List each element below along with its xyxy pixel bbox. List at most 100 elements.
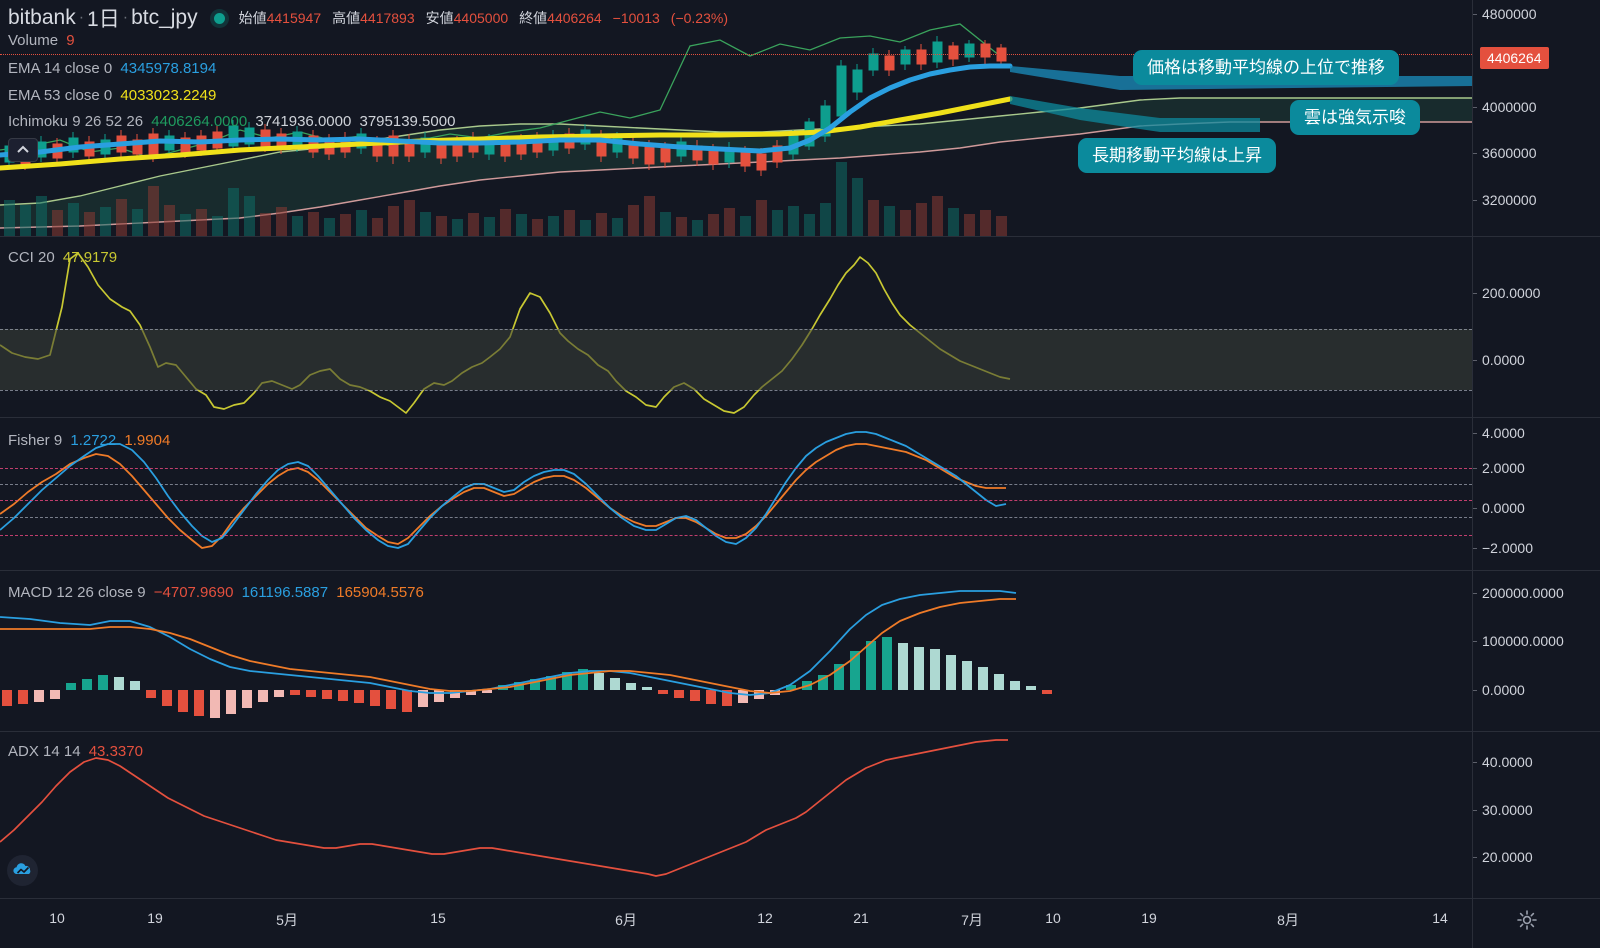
time-tick-5: 12 (757, 910, 773, 926)
fisher-plot[interactable] (0, 418, 1472, 570)
interval-label[interactable]: 1日 (87, 8, 120, 31)
annotation-cloud-bullish[interactable]: 雲は強気示唆 (1290, 100, 1420, 135)
high-value: 4417893 (360, 10, 415, 26)
cci-tick-0: 200.0000 (1482, 285, 1541, 301)
time-axis-separator (0, 898, 1600, 899)
exchange-name[interactable]: bitbank (8, 6, 76, 29)
time-axis[interactable]: 10 19 5月 15 6月 12 21 7月 10 19 8月 14 (0, 898, 1600, 948)
macd-chart-svg (0, 590, 1052, 718)
price-axis-divider (1472, 0, 1473, 898)
time-tick-8: 10 (1045, 910, 1061, 926)
symbol-header[interactable]: bitbank · 1日 · btc_jpy 始値4415947 高値4417893 安値44… (8, 3, 739, 33)
fisher-legend[interactable]: Fisher 9 1.2722 1.9904 (8, 433, 170, 449)
volume-legend-value: 9 (66, 32, 75, 49)
macd-tick-0: 200000.0000 (1482, 585, 1564, 601)
current-price-line (0, 54, 1472, 55)
macd-value-1: −4707.9690 (153, 584, 234, 601)
macd-value-3: 165904.5576 (336, 584, 424, 601)
adx-plot[interactable] (0, 732, 1472, 898)
chevron-up-icon (17, 145, 29, 153)
close-label: 終値 (519, 10, 548, 26)
price-change-pct: (−0.23%) (670, 10, 728, 26)
separator-cci[interactable] (0, 236, 1600, 237)
ema53-legend[interactable]: EMA 53 close 0 4033023.2249 (8, 88, 216, 104)
fisher-axis[interactable]: 4.0000 2.0000 0.0000 −2.0000 (1472, 418, 1600, 570)
symbol-name[interactable]: btc_jpy (131, 6, 198, 29)
adx-tick-0: 40.0000 (1482, 754, 1533, 770)
macd-axis[interactable]: 200000.0000 100000.0000 0.0000 (1472, 571, 1600, 731)
adx-chart-svg (0, 739, 1008, 877)
separator-adx[interactable] (0, 731, 1600, 732)
separator-macd[interactable] (0, 570, 1600, 571)
ichimoku-legend[interactable]: Ichimoku 9 26 52 26 4406264.0000 3741936… (8, 114, 455, 130)
annotation-price-above-ma[interactable]: 価格は移動平均線の上位で推移 (1133, 50, 1399, 85)
adx-axis[interactable]: 40.0000 30.0000 20.0000 (1472, 732, 1600, 898)
adx-tick-1: 30.0000 (1482, 802, 1533, 818)
macd-histogram (2, 637, 1052, 718)
adx-tick-2: 20.0000 (1482, 849, 1533, 865)
fisher-level-upper-pink (0, 468, 1472, 469)
open-value: 4415947 (266, 10, 322, 26)
ichimoku-legend-title: Ichimoku 9 26 52 26 (8, 113, 144, 130)
macd-panel[interactable]: 200000.0000 100000.0000 0.0000 (0, 571, 1600, 731)
cci-lower-level (0, 390, 1472, 391)
ema14-legend[interactable]: EMA 14 close 0 4345978.8194 (8, 61, 216, 77)
adx-legend-title: ADX 14 14 (8, 743, 81, 760)
annotation-long-ma-rising[interactable]: 長期移動平均線は上昇 (1078, 138, 1276, 173)
fisher-value-1: 1.2722 (70, 432, 117, 449)
price-tick-2: 3600000 (1482, 145, 1537, 161)
separator-fisher[interactable] (0, 417, 1600, 418)
time-tick-1: 19 (147, 910, 163, 926)
ohlc-values: 始値4415947 高値4417893 安値4405000 終値4406264 −100… (239, 10, 739, 26)
price-tick-0: 4800000 (1482, 6, 1537, 22)
close-value: 4406264 (547, 10, 602, 26)
adx-panel[interactable]: 40.0000 30.0000 20.0000 (0, 732, 1600, 898)
fisher-value-2: 1.9904 (124, 432, 171, 449)
volume-legend-title: Volume (8, 32, 59, 49)
macd-legend[interactable]: MACD 12 26 close 9 −4707.9690 161196.588… (8, 585, 424, 601)
macd-legend-title: MACD 12 26 close 9 (8, 584, 146, 601)
price-axis[interactable]: 4800000 4000000 3600000 3200000 (1472, 0, 1600, 236)
fisher-chart-svg (0, 431, 1007, 549)
time-tick-3: 15 (430, 910, 446, 926)
price-tick-1: 4000000 (1482, 99, 1537, 115)
macd-tick-1: 100000.0000 (1482, 633, 1564, 649)
cci-axis[interactable]: 200.0000 0.0000 (1472, 237, 1600, 417)
macd-tick-2: 0.0000 (1482, 682, 1525, 698)
fisher-legend-title: Fisher 9 (8, 432, 63, 449)
fisher-tick-0: 4.0000 (1482, 425, 1525, 441)
ema53-legend-title: EMA 53 close 0 (8, 87, 113, 104)
macd-plot[interactable] (0, 571, 1472, 731)
ema14-legend-title: EMA 14 close 0 (8, 60, 113, 77)
current-price-badge: 4406264 (1480, 47, 1549, 69)
cci-legend[interactable]: CCI 20 47.9179 (8, 250, 117, 266)
price-change: −10013 (612, 10, 660, 26)
macd-value-2: 161196.5887 (241, 584, 329, 601)
cci-legend-value: 47.9179 (62, 249, 118, 266)
low-label: 安値 (425, 10, 454, 26)
cci-band (0, 329, 1472, 390)
gear-icon (1517, 910, 1537, 930)
adx-legend[interactable]: ADX 14 14 43.3370 (8, 744, 143, 760)
fisher-tick-2: 0.0000 (1482, 500, 1525, 516)
fisher-level-lower-grey (0, 517, 1472, 518)
cci-upper-level (0, 329, 1472, 330)
time-tick-9: 19 (1141, 910, 1157, 926)
cci-panel[interactable]: 200.0000 0.0000 (0, 237, 1600, 417)
ichimoku-value-1: 4406264.0000 (151, 113, 248, 130)
time-tick-4: 6月 (615, 912, 637, 928)
cci-plot[interactable] (0, 237, 1472, 417)
fisher-tick-1: 2.0000 (1482, 460, 1525, 476)
tradingview-logo[interactable] (7, 855, 38, 886)
adx-legend-value: 43.3370 (88, 743, 143, 760)
ichimoku-value-3: 3795139.5000 (359, 113, 456, 130)
volume-legend[interactable]: Volume 9 (8, 33, 75, 49)
market-open-dot-icon (213, 12, 225, 24)
collapse-pane-button[interactable] (8, 138, 38, 162)
fisher-level-upper-grey (0, 484, 1472, 485)
high-label: 高値 (332, 10, 361, 26)
chart-settings-button[interactable] (1515, 908, 1539, 932)
time-axis-divider (1472, 898, 1473, 948)
fisher-panel[interactable]: 4.0000 2.0000 0.0000 −2.0000 (0, 418, 1600, 570)
